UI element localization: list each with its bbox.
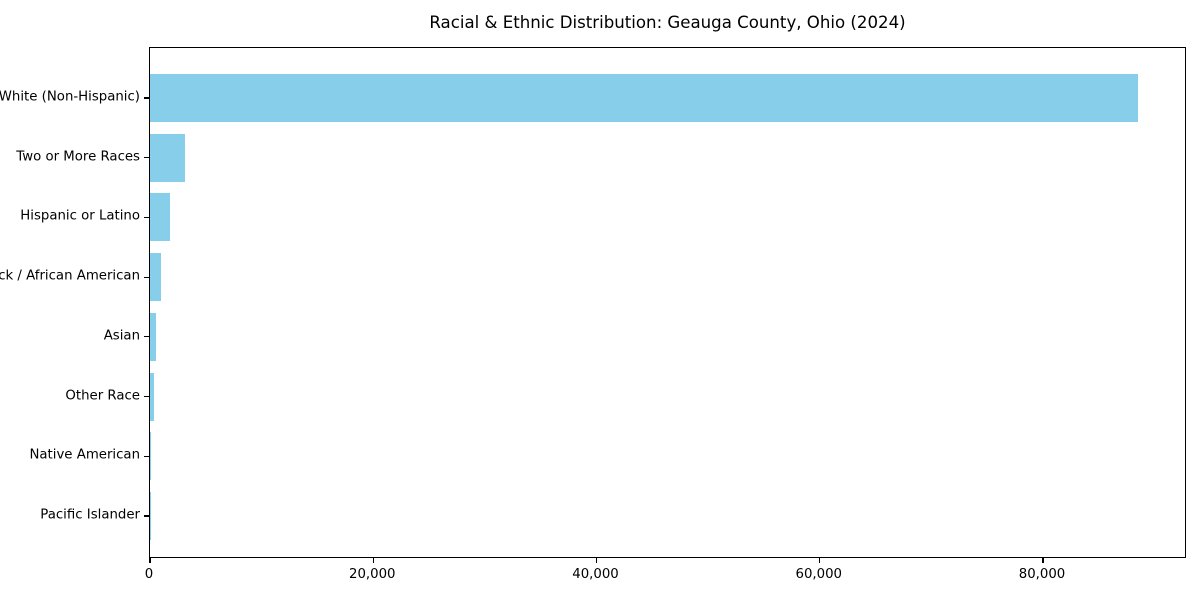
y-tick (143, 515, 149, 517)
bar-two-or-more-races (150, 133, 186, 182)
x-tick (819, 558, 821, 564)
y-label-other-race: Other Race (65, 388, 140, 404)
x-tick-label-40-000: 40,000 (572, 567, 619, 582)
x-tick (149, 558, 151, 564)
chart-title: Racial & Ethnic Distribution: Geauga Cou… (429, 13, 906, 32)
y-label-black-african-american: Black / African American (0, 268, 140, 284)
x-tick-label-60-000: 60,000 (795, 567, 843, 582)
x-tick-label-0: 0 (144, 567, 154, 582)
y-label-white-non-hispanic: White (Non-Hispanic) (0, 89, 140, 105)
y-label-hispanic-or-latino: Hispanic or Latino (20, 208, 140, 224)
y-tick (143, 395, 149, 398)
y-label-two-or-more-races: Two or More Races (16, 149, 140, 165)
y-tick (143, 455, 149, 457)
y-axis-labels: White (Non-Hispanic) Two or More Races His… (0, 0, 140, 600)
x-tick (1042, 558, 1044, 564)
x-tick (595, 558, 598, 564)
y-label-native-american: Native American (29, 447, 140, 463)
x-tick-label-80-000: 80,000 (1018, 567, 1066, 582)
bar-black-african-american (150, 253, 162, 302)
y-label-pacific-islander: Pacific Islander (40, 507, 140, 523)
bar-native-american (150, 432, 151, 481)
y-tick (143, 336, 149, 338)
bar-other-race (150, 372, 154, 421)
y-label-asian: Asian (103, 328, 140, 344)
y-tick (143, 216, 149, 218)
bar-hispanic-or-latino (150, 193, 171, 242)
x-tick (372, 558, 374, 564)
bar-asian (150, 312, 157, 361)
plot-area (143, 47, 1186, 564)
bar-white-non-hispanic (150, 74, 1138, 122)
y-tick (143, 97, 149, 99)
y-tick (143, 276, 149, 278)
x-tick-label-20-000: 20,000 (348, 567, 396, 582)
y-tick (143, 157, 149, 159)
